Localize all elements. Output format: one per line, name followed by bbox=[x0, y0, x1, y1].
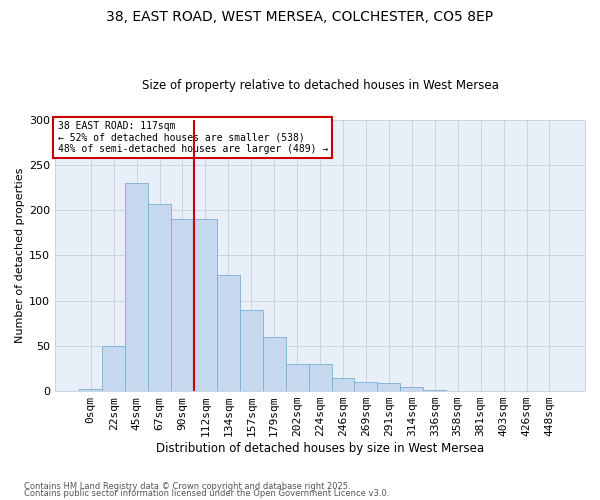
Bar bbox=[286, 364, 308, 391]
Bar bbox=[332, 378, 355, 391]
Text: 38 EAST ROAD: 117sqm
← 52% of detached houses are smaller (538)
48% of semi-deta: 38 EAST ROAD: 117sqm ← 52% of detached h… bbox=[58, 121, 328, 154]
Bar bbox=[263, 337, 286, 391]
Bar bbox=[79, 390, 102, 391]
Bar bbox=[217, 275, 240, 391]
Bar bbox=[102, 346, 125, 391]
Text: Contains HM Land Registry data © Crown copyright and database right 2025.: Contains HM Land Registry data © Crown c… bbox=[24, 482, 350, 491]
Title: Size of property relative to detached houses in West Mersea: Size of property relative to detached ho… bbox=[142, 79, 499, 92]
Bar bbox=[171, 219, 194, 391]
Bar bbox=[400, 388, 423, 391]
Y-axis label: Number of detached properties: Number of detached properties bbox=[15, 168, 25, 343]
Bar bbox=[423, 390, 446, 391]
Text: 38, EAST ROAD, WEST MERSEA, COLCHESTER, CO5 8EP: 38, EAST ROAD, WEST MERSEA, COLCHESTER, … bbox=[106, 10, 494, 24]
Bar bbox=[355, 382, 377, 391]
Bar bbox=[125, 183, 148, 391]
Bar bbox=[148, 204, 171, 391]
Bar bbox=[194, 219, 217, 391]
X-axis label: Distribution of detached houses by size in West Mersea: Distribution of detached houses by size … bbox=[156, 442, 484, 455]
Bar bbox=[240, 310, 263, 391]
Text: Contains public sector information licensed under the Open Government Licence v3: Contains public sector information licen… bbox=[24, 489, 389, 498]
Bar bbox=[377, 383, 400, 391]
Bar bbox=[308, 364, 332, 391]
